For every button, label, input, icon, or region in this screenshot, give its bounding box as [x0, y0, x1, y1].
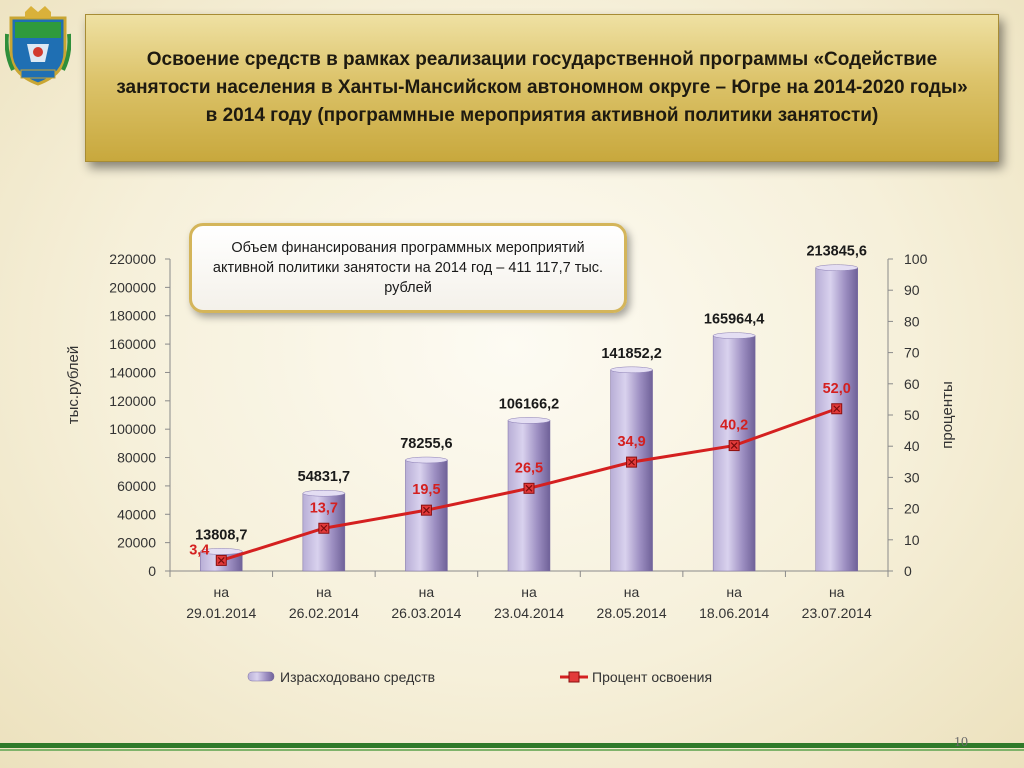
bar-cap — [815, 264, 858, 271]
y-tick-label-left: 180000 — [109, 308, 156, 324]
bar-value-label: 141852,2 — [601, 346, 661, 362]
y-tick-label-left: 0 — [148, 563, 156, 579]
chart-axes: 0 20000 40000 60000 80000 100000 120000 140000 1… — [65, 251, 956, 621]
y2-axis-title: проценты — [939, 381, 956, 449]
x-tick-label: на — [521, 584, 537, 600]
title-banner: Освоение средств в рамках реализации гос… — [85, 14, 999, 162]
y-tick-label-right: 0 — [904, 563, 912, 579]
line-value-label: 13,7 — [310, 500, 338, 516]
line-value-label: 19,5 — [412, 482, 440, 498]
funding-callout: Объем финансирования программных меропри… — [189, 223, 627, 313]
bar — [610, 369, 653, 572]
x-tick-label: на — [214, 584, 230, 600]
line-value-label: 26,5 — [515, 460, 543, 476]
line-value-label: 3,4 — [189, 542, 209, 558]
legend-label-bars: Израсходовано средств — [280, 669, 435, 685]
bar — [712, 335, 756, 572]
page-number: 10 — [954, 735, 968, 750]
chart-legend: Израсходовано средств Процент освоения — [247, 669, 712, 685]
line-marker-cross — [423, 506, 430, 514]
legend-swatch-bars — [247, 671, 275, 682]
footer-divider-thin — [0, 749, 1024, 751]
bar-cap — [200, 548, 243, 555]
x-tick-label-date: 18.06.2014 — [699, 605, 769, 621]
bar-cap — [610, 366, 653, 374]
bar-value-label: 165964,4 — [704, 312, 764, 328]
footer-divider — [0, 743, 1024, 748]
page-title: Освоение средств в рамках реализации гос… — [116, 49, 968, 126]
line-marker-cross — [730, 442, 738, 450]
bar-cap — [302, 489, 346, 497]
bar-cap — [405, 456, 448, 464]
y-axis-title: тыс.рублей — [65, 346, 82, 425]
y-tick-label-right: 70 — [904, 345, 920, 361]
y-tick-label-right: 10 — [904, 532, 920, 548]
line-marker-cross — [217, 556, 225, 564]
bar-value-label: 213845,6 — [806, 244, 866, 260]
y-tick-label-left: 20000 — [117, 535, 156, 551]
y-tick-label-right: 50 — [904, 407, 920, 423]
y-tick-label-left: 60000 — [117, 478, 156, 494]
x-tick-label-date: 28.05.2014 — [597, 605, 667, 621]
x-tick-label-date: 23.04.2014 — [494, 605, 564, 621]
line-series — [215, 403, 843, 566]
y-tick-label-left: 160000 — [109, 336, 156, 352]
bar — [815, 267, 858, 572]
bar-cap — [712, 332, 756, 339]
x-tick-label-date: 29.01.2014 — [186, 605, 256, 621]
coat-of-arms-icon — [5, 6, 71, 86]
line-value-label: 40,2 — [720, 418, 748, 434]
x-tick-label-date: 26.02.2014 — [289, 605, 359, 621]
x-tick-label-date: 23.07.2014 — [802, 605, 872, 621]
y-tick-label-left: 140000 — [109, 364, 156, 380]
line-marker-cross — [525, 484, 533, 492]
line-value-label: 52,0 — [823, 381, 851, 397]
line-value-label: 34,9 — [617, 434, 645, 450]
x-tick-label: на — [624, 584, 640, 600]
y-tick-label-right: 40 — [904, 438, 920, 454]
y-tick-label-right: 80 — [904, 313, 920, 329]
line-marker-cross — [628, 458, 635, 466]
x-tick-label-date: 26.03.2014 — [391, 605, 461, 621]
x-tick-label: на — [316, 584, 332, 600]
bar — [507, 420, 551, 572]
line-marker-cross — [320, 524, 328, 532]
bar-value-label: 78255,6 — [400, 436, 452, 452]
y-tick-label-left: 80000 — [117, 450, 156, 466]
bar-value-label: 54831,7 — [298, 469, 350, 485]
y-tick-label-right: 20 — [904, 501, 920, 517]
legend-label-line: Процент освоения — [592, 669, 712, 685]
y-tick-label-left: 40000 — [117, 506, 156, 522]
y-tick-label-left: 200000 — [109, 279, 156, 295]
data-labels: 13808,7 54831,7 78255,6 106166,2 141852,2 165… — [189, 244, 867, 559]
y-tick-label-right: 60 — [904, 376, 920, 392]
funding-callout-text: Объем финансирования программных меропри… — [212, 240, 604, 296]
bar-value-label: 106166,2 — [499, 396, 559, 412]
y-tick-label-right: 30 — [904, 469, 920, 485]
x-tick-label: на — [419, 584, 435, 600]
y-tick-label-left: 220000 — [109, 251, 156, 267]
y-tick-label-left: 120000 — [109, 393, 156, 409]
y-tick-label-right: 90 — [904, 282, 920, 298]
legend-swatch-marker — [568, 671, 580, 683]
line-marker-cross — [833, 405, 841, 413]
bar-value-label: 13808,7 — [195, 527, 247, 543]
x-tick-label: на — [726, 584, 742, 600]
y-tick-label-right: 100 — [904, 251, 928, 267]
y-tick-label-left: 100000 — [109, 421, 156, 437]
bar-cap — [507, 417, 551, 424]
x-tick-label: на — [829, 584, 845, 600]
